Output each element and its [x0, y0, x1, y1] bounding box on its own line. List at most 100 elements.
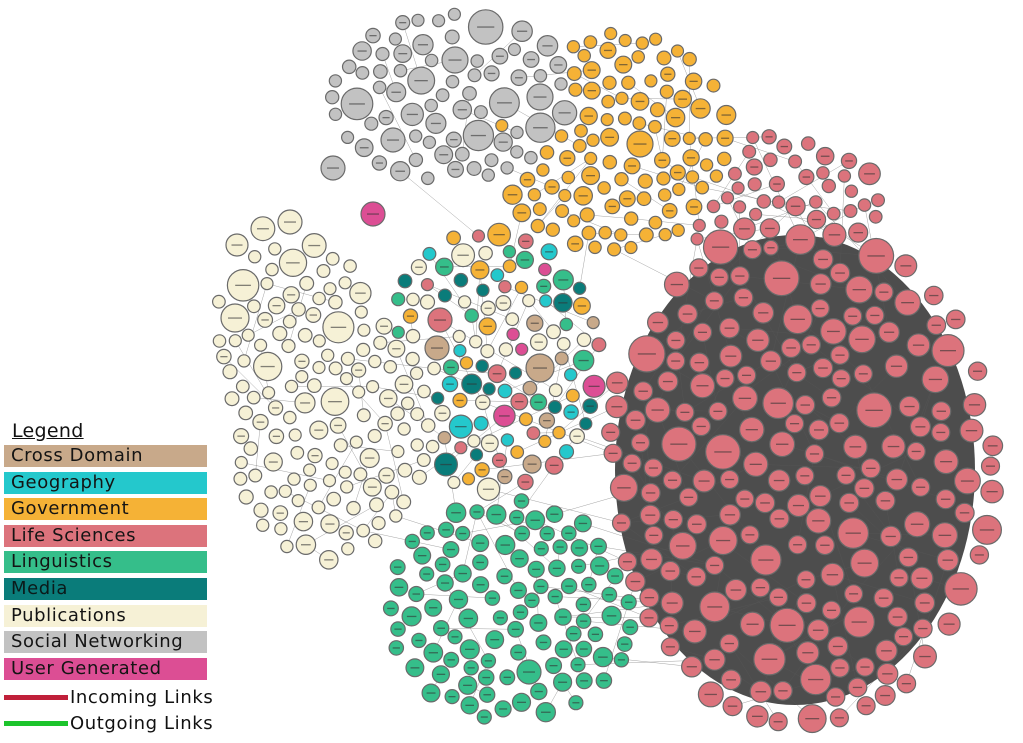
node-label-mark — [399, 22, 407, 24]
node-label-mark — [938, 534, 952, 536]
node-cross-domain — [437, 430, 452, 445]
node-label-mark — [483, 694, 491, 696]
node-label-mark — [755, 587, 766, 589]
node-label-mark — [735, 275, 745, 277]
node-label-mark — [342, 532, 350, 534]
node-label-mark — [399, 383, 409, 385]
node-label-mark — [533, 127, 548, 129]
node-media — [469, 448, 484, 462]
node-label-mark — [974, 554, 984, 556]
node-media — [579, 417, 593, 431]
node-label-mark — [517, 500, 526, 502]
node-social-networking — [554, 77, 568, 91]
node-publications — [357, 323, 371, 337]
legend-link-incoming: Incoming Links — [4, 684, 244, 710]
node-label-mark — [442, 529, 450, 531]
node-publications — [340, 351, 355, 366]
node-label-mark — [537, 548, 545, 550]
node-label-mark — [668, 519, 678, 521]
node-social-networking — [341, 59, 357, 75]
node-label-mark — [484, 660, 492, 662]
node-label-mark — [439, 563, 447, 566]
node-label-mark — [541, 711, 551, 713]
node-social-networking — [424, 98, 438, 113]
node-label-mark — [778, 690, 788, 692]
node-label-mark — [428, 652, 438, 654]
node-label-mark — [652, 321, 664, 324]
node-label-mark — [490, 639, 500, 641]
node-publications — [260, 277, 274, 291]
node-label-mark — [806, 344, 816, 346]
node-label-mark — [790, 318, 805, 320]
node-label-mark — [826, 574, 839, 576]
node-label-mark — [696, 425, 706, 428]
node-label-mark — [586, 405, 594, 407]
node-label-mark — [573, 435, 581, 437]
node-government — [602, 75, 617, 91]
node-label-mark — [574, 664, 582, 666]
node-label-mark — [665, 570, 676, 572]
node-label-mark — [912, 344, 925, 346]
node-label-mark — [598, 656, 608, 658]
node-publications — [262, 386, 276, 400]
node-label-mark — [261, 319, 269, 321]
node-government — [588, 240, 602, 255]
node-label-mark — [451, 512, 461, 514]
node-label-mark — [742, 374, 752, 376]
node-label-mark — [713, 410, 723, 412]
node-label-mark — [408, 540, 416, 543]
node-label-mark — [515, 558, 524, 560]
node-publications — [522, 294, 536, 308]
node-label-mark — [387, 607, 395, 610]
node-publications — [328, 361, 343, 376]
node-label-mark — [827, 330, 840, 333]
node-label-mark — [395, 170, 405, 172]
node-label-mark — [676, 545, 690, 547]
node-label-mark — [473, 511, 481, 513]
node-label-mark — [579, 648, 588, 650]
node-label-mark — [496, 459, 503, 461]
node-label-mark — [739, 228, 750, 230]
node-label-mark — [835, 354, 845, 356]
node-publications — [253, 502, 269, 518]
node-label-mark — [750, 166, 759, 168]
node-life-sciences — [826, 206, 841, 221]
node-life-sciences — [763, 152, 778, 168]
node-life-sciences — [808, 195, 823, 209]
node-label-mark — [394, 628, 402, 630]
node-life-sciences — [748, 207, 763, 221]
node-publications — [356, 408, 371, 423]
node-label-mark — [551, 595, 559, 598]
node-label-mark — [569, 633, 578, 635]
node-publications — [224, 391, 240, 407]
node-publications — [576, 332, 592, 348]
node-label-mark — [417, 44, 428, 46]
node-label-mark — [272, 435, 280, 437]
node-government — [566, 66, 582, 82]
node-label-mark — [773, 721, 783, 723]
node-government — [568, 82, 583, 97]
node-government — [624, 240, 638, 255]
node-label-mark — [832, 645, 843, 648]
node-government — [672, 182, 686, 197]
node-life-sciences — [714, 214, 729, 229]
node-label-mark — [800, 475, 810, 477]
node-publications — [391, 444, 405, 459]
node-social-networking — [467, 68, 482, 83]
node-linguistics — [391, 325, 405, 339]
node-label-mark — [311, 455, 319, 457]
node-label-mark — [522, 240, 530, 242]
node-label-mark — [724, 642, 734, 645]
node-government — [614, 171, 629, 187]
node-label-mark — [545, 251, 554, 253]
node-label-mark — [707, 606, 723, 608]
node-label-mark — [878, 597, 889, 599]
node-publications — [356, 523, 371, 538]
node-label-mark — [429, 607, 438, 609]
node-social-networking — [375, 46, 390, 62]
node-publications — [397, 462, 413, 478]
node-label-mark — [437, 627, 445, 629]
node-label-mark — [367, 486, 377, 488]
node-label-mark — [287, 294, 296, 296]
node-geography — [473, 415, 489, 431]
